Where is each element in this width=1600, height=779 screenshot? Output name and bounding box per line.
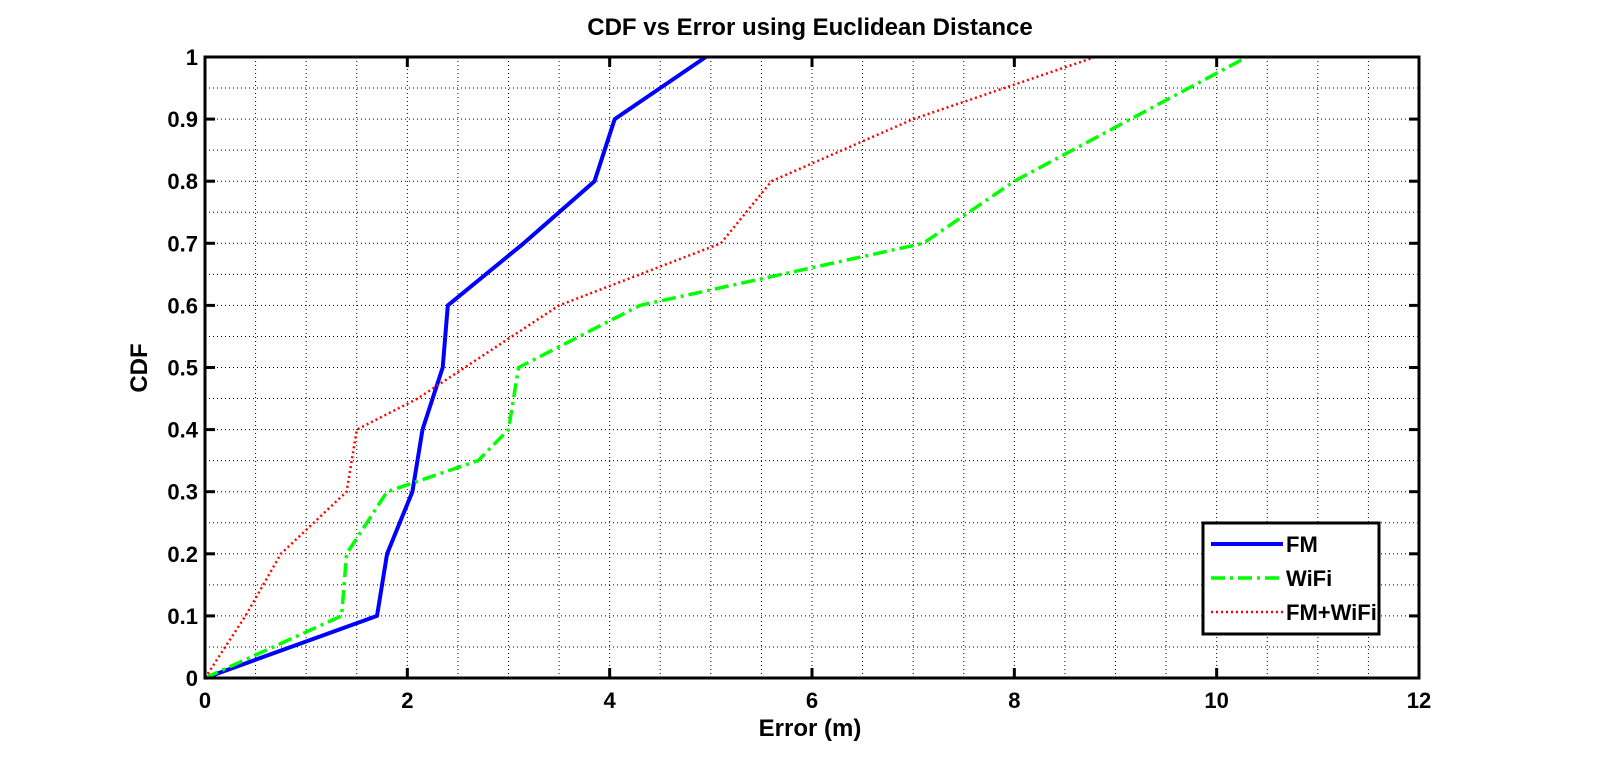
- chart-title: CDF vs Error using Euclidean Distance: [587, 14, 1032, 41]
- y-axis-label: CDF: [126, 343, 153, 392]
- y-tick-label: 0.5: [167, 356, 198, 381]
- series-line-fm-wifi: [203, 55, 1096, 679]
- x-tick-label: 12: [1407, 688, 1431, 713]
- legend-label: FM: [1286, 532, 1318, 557]
- y-tick-label: 1: [186, 45, 198, 70]
- x-axis-ticks: 0 2 4 6 8 10 12: [199, 57, 1431, 713]
- legend-label: WiFi: [1286, 566, 1332, 591]
- legend-label: FM+WiFi: [1286, 600, 1377, 625]
- x-tick-label: 0: [199, 688, 211, 713]
- y-tick-label: 0: [186, 666, 198, 691]
- y-tick-label: 0.9: [167, 107, 198, 132]
- y-tick-label: 0.7: [167, 231, 198, 256]
- x-tick-label: 4: [604, 688, 617, 713]
- x-axis-label: Error (m): [759, 715, 862, 742]
- series-line-fm: [204, 55, 707, 680]
- y-tick-label: 0.8: [167, 169, 198, 194]
- y-tick-label: 0.6: [167, 293, 198, 318]
- x-tick-label: 8: [1008, 688, 1020, 713]
- series-line-wifi: [204, 55, 1248, 680]
- y-tick-label: 0.1: [167, 604, 198, 629]
- series-lines: [203, 55, 1248, 680]
- x-tick-label: 6: [806, 688, 818, 713]
- x-tick-label: 10: [1204, 688, 1228, 713]
- y-tick-label: 0.2: [167, 542, 198, 567]
- x-tick-label: 2: [401, 688, 413, 713]
- y-tick-label: 0.3: [167, 480, 198, 505]
- y-tick-label: 0.4: [167, 418, 198, 443]
- legend: FM WiFi FM+WiFi: [1201, 521, 1381, 636]
- y-axis-ticks: 0 0.1 0.2 0.3 0.4 0.5 0.6 0.7 0.8 0.9 1: [167, 45, 1419, 691]
